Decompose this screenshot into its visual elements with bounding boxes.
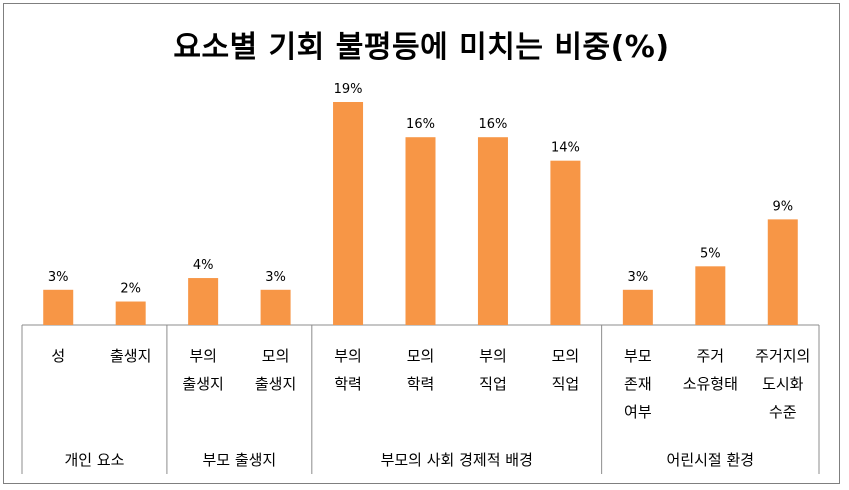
category-label-10: 주거 소유형태 <box>683 347 738 393</box>
value-label-5: 19% <box>334 82 363 97</box>
value-label-7: 16% <box>479 117 508 132</box>
category-label-3: 부의 출생지 <box>182 347 223 393</box>
chart-title: 요소별 기회 불평등에 미치는 비중(%) <box>173 30 670 65</box>
value-label-1: 3% <box>48 270 69 285</box>
category-label-7: 부의 직업 <box>479 347 507 393</box>
bar-9 <box>622 289 653 325</box>
value-label-6: 16% <box>406 117 435 132</box>
category-label-9: 부모 존재 여부 <box>624 347 652 421</box>
group-label-4: 어린시절 환경 <box>667 451 755 469</box>
bar-8 <box>550 160 581 325</box>
group-label-1: 개인 요소 <box>64 451 124 469</box>
value-label-9: 3% <box>628 270 649 285</box>
bar-11 <box>767 219 798 325</box>
bar-10 <box>695 266 726 325</box>
bar-1 <box>43 289 74 325</box>
category-label-5: 부의 학력 <box>334 347 362 393</box>
value-label-8: 14% <box>551 141 580 156</box>
bar-7 <box>477 137 508 325</box>
category-label-8: 모의 직업 <box>552 347 580 393</box>
bar-2 <box>115 301 146 325</box>
value-label-3: 4% <box>193 258 214 273</box>
bar-6 <box>405 137 436 325</box>
category-label-1: 성 <box>51 347 65 365</box>
value-label-2: 2% <box>120 282 141 297</box>
category-label-2: 출생지 <box>110 347 151 365</box>
category-label-11: 주거지의 도시화 수준 <box>755 347 810 421</box>
group-label-2: 부모 출생지 <box>202 451 276 469</box>
category-label-6: 모의 학력 <box>407 347 435 393</box>
bar-3 <box>188 278 219 325</box>
value-label-10: 5% <box>700 246 721 261</box>
bar-5 <box>333 102 364 325</box>
group-label-3: 부모의 사회 경제적 배경 <box>381 451 533 469</box>
value-label-4: 3% <box>265 270 286 285</box>
value-label-11: 9% <box>772 199 793 214</box>
bar-4 <box>260 289 291 325</box>
category-label-4: 모의 출생지 <box>255 347 296 393</box>
